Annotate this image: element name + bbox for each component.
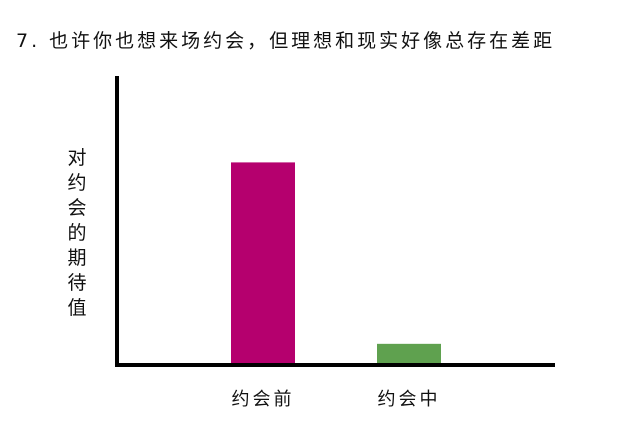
x-tick-label: 约会中 [378,389,441,410]
y-axis-label: 对约会的期待值 [67,147,87,319]
bar-2 [377,343,441,364]
bar-1 [231,162,295,364]
x-tick-label: 约会前 [232,389,295,410]
chart-title: 7. 也许你也想来场约会，但理想和现实好像总存在差距 [16,30,556,52]
